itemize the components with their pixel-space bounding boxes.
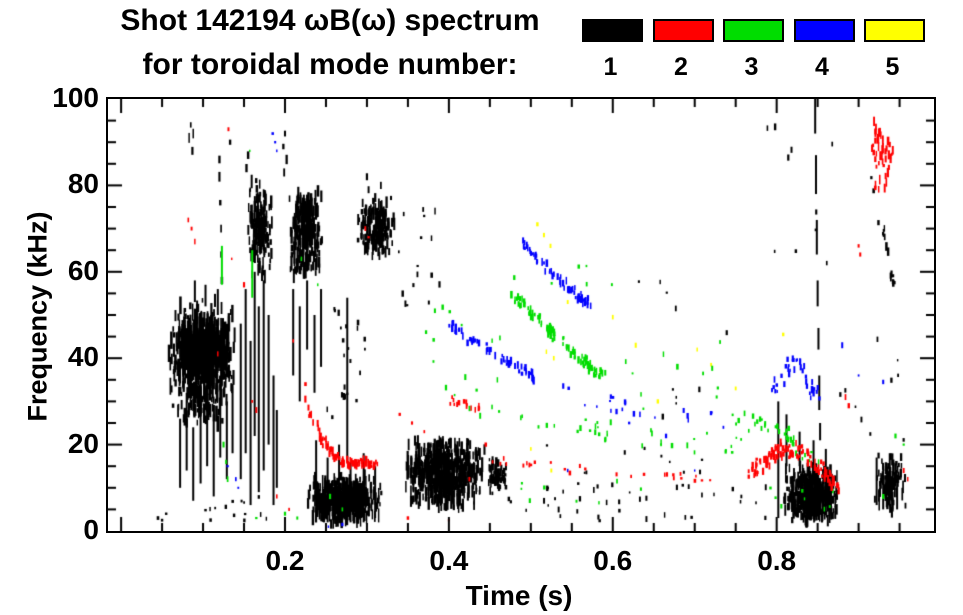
y-tick-label-40: 40 — [67, 341, 99, 373]
x-tick-label-0.4: 0.4 — [429, 545, 469, 576]
spectrogram-canvas — [108, 99, 934, 531]
y-tick-label-80: 80 — [67, 168, 99, 200]
mode-number-legend: 1 2 3 4 5 — [0, 0, 963, 90]
legend-swatch-mode-5 — [864, 19, 925, 42]
x-tick-label-0.8: 0.8 — [757, 545, 797, 576]
legend-label-mode-1: 1 — [603, 53, 618, 81]
chart-title-line1: Shot 142194 ωB(ω) spectrum — [120, 4, 540, 37]
x-tick-label-0.6: 0.6 — [593, 545, 633, 576]
x-axis-label: Time (s) — [465, 580, 573, 611]
legend-label-mode-5: 5 — [885, 53, 900, 81]
legend-swatch-mode-3 — [723, 19, 784, 42]
legend-swatch-mode-2 — [652, 19, 714, 42]
y-tick-label-60: 60 — [67, 254, 99, 286]
y-axis-label: Frequency (kHz) — [22, 211, 53, 422]
y-tick-label-20: 20 — [67, 427, 99, 459]
legend-swatch-mode-4 — [793, 19, 855, 42]
y-tick-label-0: 0 — [83, 514, 99, 545]
x-tick-label-0.2: 0.2 — [265, 545, 305, 576]
legend-swatch-mode-1 — [582, 19, 643, 42]
y-tick-label-100: 100 — [52, 82, 99, 113]
legend-label-mode-3: 3 — [744, 53, 759, 81]
plot-frame — [106, 97, 936, 533]
chart-title-line2: for toroidal mode number: — [142, 48, 518, 81]
legend-label-mode-2: 2 — [674, 53, 688, 81]
legend-label-mode-4: 4 — [815, 53, 829, 81]
